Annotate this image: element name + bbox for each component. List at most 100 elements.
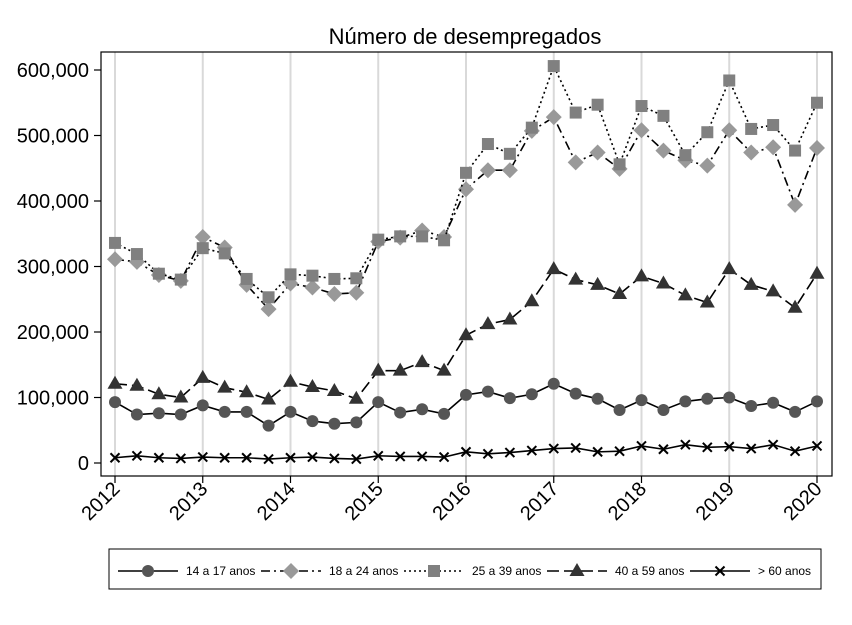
data-point [809, 265, 825, 279]
data-point [590, 276, 606, 290]
data-point [655, 142, 672, 159]
x-marker-stroke [714, 565, 726, 577]
x-tick-label: 2020 [780, 478, 827, 525]
data-point [284, 405, 297, 418]
x-marker-stroke [416, 451, 428, 462]
x-marker-stroke [767, 439, 779, 450]
x-marker-stroke [109, 452, 121, 463]
data-point [239, 384, 255, 398]
series-5 [109, 439, 823, 465]
legend-item: 40 a 59 anos [547, 563, 684, 578]
data-point [284, 268, 297, 281]
data-point [811, 440, 823, 452]
data-point [394, 406, 407, 419]
x-tick-label: 2013 [165, 478, 212, 525]
series-layer [107, 60, 825, 465]
data-point [613, 158, 626, 171]
x-tick-label: 2017 [516, 478, 563, 525]
x-marker-stroke [745, 443, 757, 454]
x-marker-stroke [373, 450, 384, 462]
legend-item: 14 a 17 anos [118, 564, 255, 578]
data-point [460, 388, 472, 401]
x-marker-stroke [285, 452, 296, 463]
data-point [109, 396, 121, 409]
data-point [701, 126, 714, 139]
data-point [724, 441, 735, 452]
data-point [767, 396, 780, 409]
legend-label: 14 a 17 anos [186, 564, 255, 578]
data-point [350, 272, 363, 285]
data-point [787, 299, 803, 313]
legend-marker [283, 563, 299, 579]
series-line [114, 63, 818, 299]
data-point [438, 234, 451, 247]
data-point [394, 451, 406, 462]
legend-label: 25 a 39 anos [472, 564, 541, 578]
data-point [657, 403, 670, 416]
data-point [504, 447, 516, 458]
data-point [526, 445, 538, 456]
data-point [743, 276, 759, 290]
data-point [591, 392, 604, 405]
data-point [548, 443, 559, 454]
data-point [307, 451, 318, 463]
series-3 [109, 60, 823, 304]
data-point [240, 272, 253, 285]
data-point [743, 144, 760, 161]
data-point [569, 106, 582, 119]
x-marker-stroke [702, 442, 713, 453]
data-point [107, 375, 123, 389]
y-tick-label: 600,000 [17, 60, 89, 82]
x-marker-stroke [504, 447, 516, 458]
legend-label: 40 a 59 anos [615, 564, 684, 578]
x-marker-stroke [460, 446, 472, 458]
data-point [260, 301, 277, 318]
data-point [657, 109, 670, 122]
data-point [460, 166, 472, 179]
data-point [612, 286, 628, 300]
x-marker-stroke [131, 450, 143, 462]
data-point [174, 408, 187, 421]
data-point [592, 446, 603, 458]
series-4 [107, 261, 825, 405]
data-point [394, 230, 407, 243]
x-marker-stroke [394, 451, 406, 462]
data-point [153, 452, 165, 463]
x-tick-label: 2015 [341, 478, 388, 525]
data-point [524, 293, 540, 307]
data-point [765, 139, 782, 156]
data-point [392, 362, 408, 376]
data-point [348, 390, 364, 404]
y-tick-label: 300,000 [17, 257, 89, 279]
x-tick-label: 2018 [604, 478, 651, 525]
data-point [699, 294, 715, 308]
x-marker-stroke [219, 452, 230, 463]
data-point [745, 400, 758, 413]
x-marker-stroke [351, 453, 362, 465]
legend-label: > 60 anos [758, 564, 811, 578]
x-marker-stroke [175, 453, 187, 464]
data-point [787, 196, 804, 213]
data-point [570, 442, 581, 454]
y-tick-label: 100,000 [17, 388, 89, 410]
data-point [567, 154, 584, 171]
data-point [261, 391, 277, 405]
data-point [569, 387, 582, 400]
x-marker-stroke [153, 452, 165, 463]
data-point [175, 453, 187, 464]
x-marker-stroke [329, 453, 340, 464]
data-point [152, 267, 165, 280]
data-point [547, 60, 560, 73]
data-point [723, 74, 736, 87]
data-point [721, 122, 738, 139]
data-point [502, 311, 518, 325]
y-tick-label: 400,000 [17, 191, 89, 213]
data-point [701, 392, 714, 405]
legend-marker [714, 565, 726, 577]
data-point [458, 327, 474, 341]
data-point [240, 405, 253, 418]
data-point [350, 416, 363, 429]
data-point [218, 247, 231, 260]
